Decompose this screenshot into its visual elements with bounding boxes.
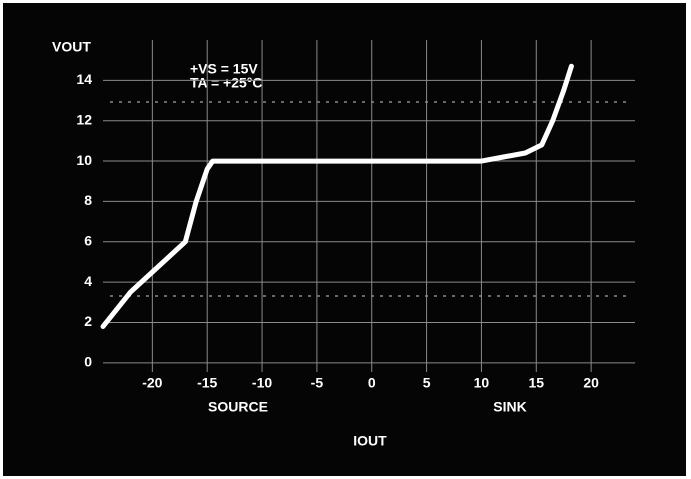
x-tick-label: 20 <box>583 375 599 391</box>
data-line <box>100 63 574 329</box>
x-tick-label: -10 <box>252 375 272 391</box>
y-tick-label: 4 <box>84 273 92 289</box>
y-tick-label: 12 <box>76 111 92 127</box>
y-axis-label: VOUT <box>52 39 91 55</box>
x-tick-label: -15 <box>197 375 217 391</box>
y-tick-label: 6 <box>84 232 92 248</box>
x-group-label: SINK <box>493 399 526 415</box>
x-tick-label: -5 <box>311 375 324 391</box>
y-tick-label: 0 <box>84 354 92 370</box>
y-tick-label: 14 <box>76 71 92 87</box>
y-tick-label: 2 <box>84 313 92 329</box>
x-tick-label: 5 <box>423 375 431 391</box>
x-tick-label: 15 <box>528 375 544 391</box>
y-tick-label: 8 <box>84 192 92 208</box>
y-tick-label: 10 <box>76 152 92 168</box>
x-tick-label: 0 <box>368 375 376 391</box>
screen <box>3 3 686 476</box>
x-axis-label: IOUT <box>353 433 387 449</box>
x-group-label: SOURCE <box>208 399 268 415</box>
x-tick-label: -20 <box>142 375 162 391</box>
x-tick-label: 10 <box>474 375 490 391</box>
annotation: TA = +25°C <box>190 75 263 91</box>
